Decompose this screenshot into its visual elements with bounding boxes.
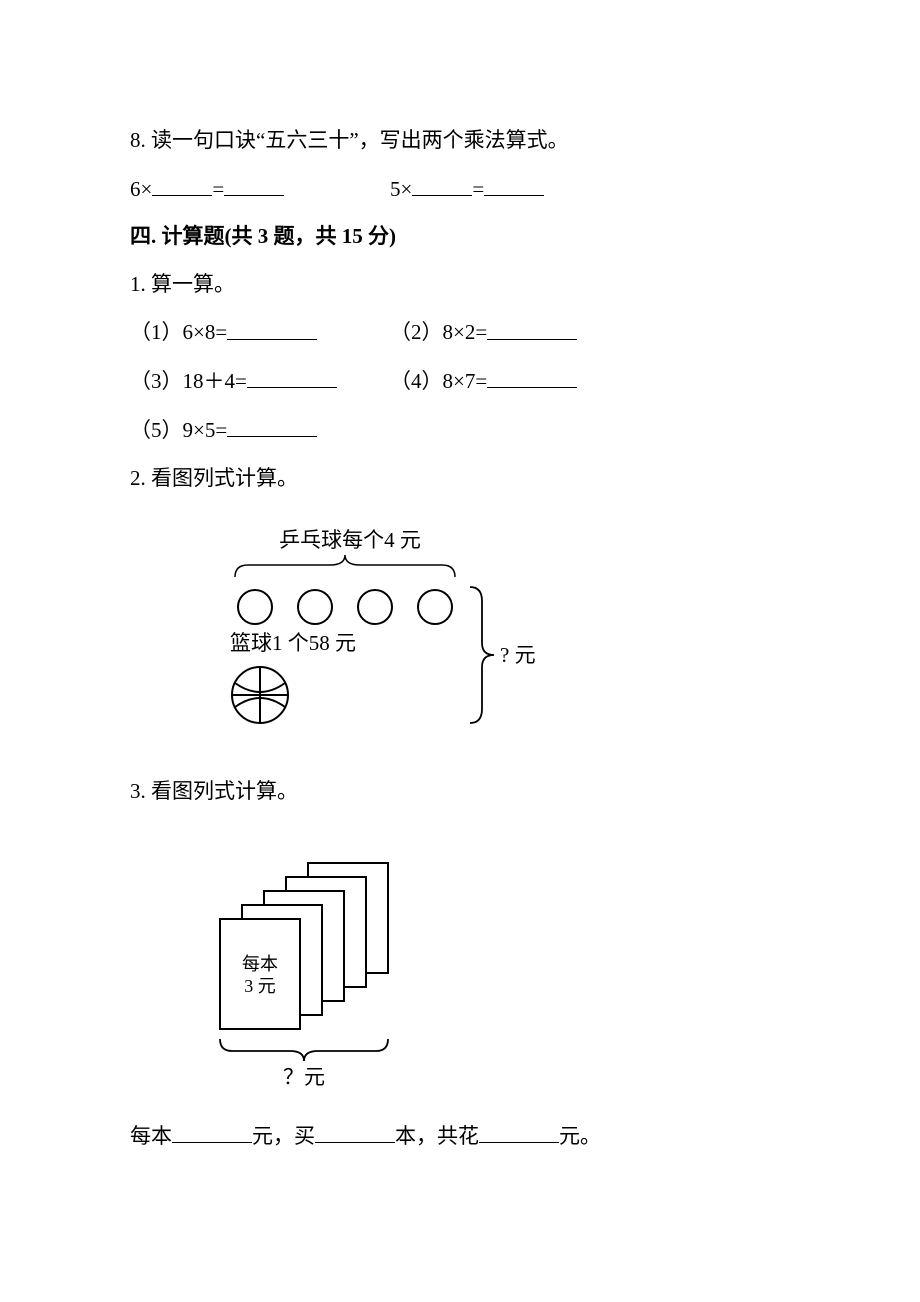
svg-text:乒乓球每个4 元: 乒乓球每个4 元 (279, 528, 421, 552)
p3-svg: 每本3 元 ？元 (200, 839, 460, 1099)
p1-item4-blank (487, 364, 577, 388)
q8-blank3 (412, 172, 472, 196)
p1-row2: （3）18＋4= （4）8×7= (130, 364, 790, 399)
q8-blank1 (152, 172, 212, 196)
p1-item2: （2）8×2= (390, 315, 650, 350)
p1-item1: （1）6×8= (130, 315, 390, 350)
p1-item1-blank (227, 315, 317, 339)
p1-item2-blank (487, 315, 577, 339)
q8-expr2b: = (472, 177, 484, 201)
q8-expr1: 6× = (130, 172, 390, 207)
q8-text: 8. 读一句口诀“五六三十”，写出两个乘法算式。 (130, 124, 790, 158)
p3-s1: 每本 (130, 1124, 172, 1148)
q8-expressions: 6× = 5× = (130, 172, 790, 207)
p1-item4: （4）8×7= (390, 364, 650, 399)
p1-item1-label: （1）6×8= (130, 321, 227, 345)
p1-title: 1. 算一算。 (130, 268, 790, 302)
q8-expr1a: 6× (130, 177, 152, 201)
svg-text:篮球1 个58 元: 篮球1 个58 元 (230, 631, 356, 655)
p3-sentence: 每本 元，买 本，共花 元。 (130, 1119, 790, 1154)
p1-item5-label: （5）9×5= (130, 418, 227, 442)
p1-item3-label: （3）18＋4= (130, 369, 247, 393)
p1-item3-blank (247, 364, 337, 388)
p1-item2-label: （2）8×2= (390, 321, 487, 345)
p3-s4: 元。 (559, 1124, 601, 1148)
p1-item4-label: （4）8×7= (390, 369, 487, 393)
svg-text:每本: 每本 (242, 954, 278, 974)
q8-expr2a: 5× (390, 177, 412, 201)
svg-text:？元: ？元 (283, 1065, 325, 1089)
p1-item5-blank (227, 413, 317, 437)
q8-blank2 (224, 172, 284, 196)
svg-text:? 元: ? 元 (500, 643, 536, 667)
p3-blank1 (172, 1119, 252, 1143)
p1-row1: （1）6×8= （2）8×2= (130, 315, 790, 350)
q8-expr1b: = (212, 177, 224, 201)
p3-s3: 本，共花 (395, 1124, 479, 1148)
svg-text:3 元: 3 元 (244, 976, 276, 996)
p3-figure: 每本3 元 ？元 (200, 839, 790, 1099)
p1-item3: （3）18＋4= (130, 364, 390, 399)
section4-heading: 四. 计算题(共 3 题，共 15 分) (130, 220, 790, 254)
p3-blank3 (479, 1119, 559, 1143)
q8-blank4 (484, 172, 544, 196)
p3-blank2 (315, 1119, 395, 1143)
p1-item5: （5）9×5= (130, 413, 790, 448)
p2-title: 2. 看图列式计算。 (130, 462, 790, 496)
p3-title: 3. 看图列式计算。 (130, 775, 790, 809)
p2-svg: 乒乓球每个4 元篮球1 个58 元 ? 元 (200, 525, 540, 755)
p2-figure: 乒乓球每个4 元篮球1 个58 元 ? 元 (200, 525, 790, 755)
q8-expr2: 5× = (390, 172, 650, 207)
p3-s2: 元，买 (252, 1124, 315, 1148)
